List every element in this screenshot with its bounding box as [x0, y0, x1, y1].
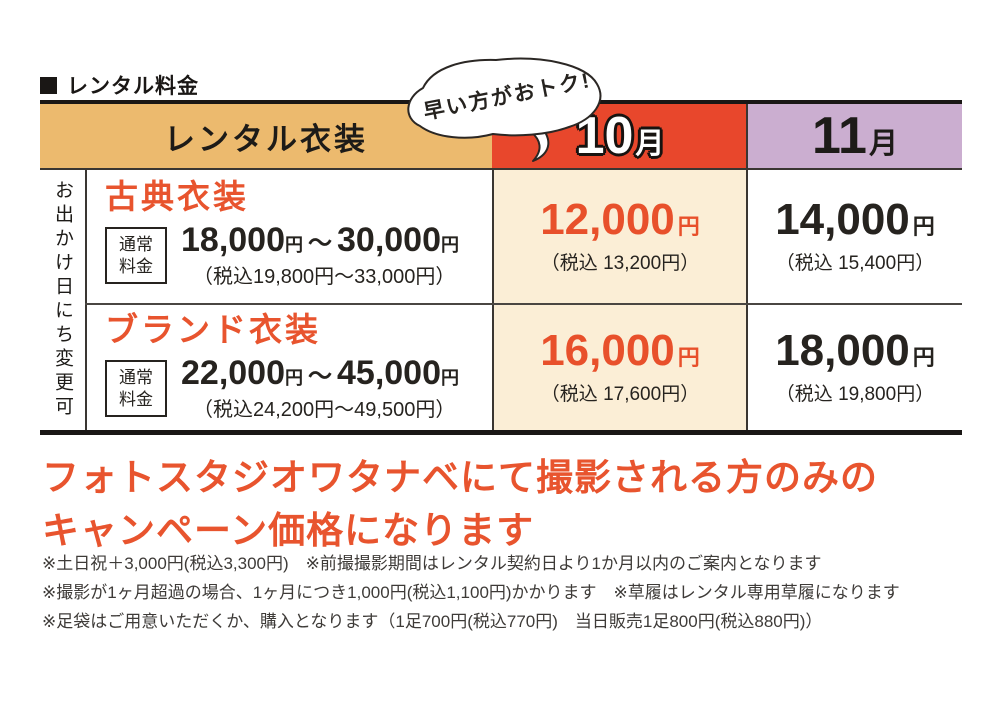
note-line: ※撮影が1ヶ月超過の場合、1ヶ月につき1,000円(税込1,100円)かかります…: [42, 583, 900, 603]
row-brand-november-price: 18,000 円: [775, 329, 935, 373]
price-from: 22,000: [181, 353, 285, 392]
row-divider-rule: [85, 303, 962, 305]
row-brand-normal-price: 22,000円〜 45,000円 （税込24,200円〜49,500円）: [181, 353, 459, 422]
header-bottom-rule: [40, 168, 962, 170]
row-brand-normal-tax: （税込24,200円〜49,500円）: [193, 398, 456, 421]
row-brand-october-price: 16,000 円: [540, 329, 700, 373]
header-november-month-suffix: 月: [868, 127, 898, 160]
campaign-heading-line2: キャンペーン価格になります: [42, 509, 535, 551]
section-title-label: レンタル料金: [67, 75, 199, 98]
grid-vline-october-right: [746, 170, 748, 430]
row-classic-normal-price-line: 通常 料金 18,000円〜 30,000円 （税込19,800円〜33,000円…: [105, 220, 492, 289]
yen-suffix: 円: [677, 214, 700, 239]
price-value: 16,000: [540, 326, 675, 375]
grid-vline-october-left: [492, 170, 494, 430]
range-tilde: 〜: [308, 362, 332, 390]
header-october-month-suffix: 月: [635, 127, 665, 160]
yen-suffix: 円: [912, 214, 935, 239]
row-brand-main-cell: ブランド衣装 通常 料金 22,000円〜 45,000円 （税込24,200円〜…: [87, 305, 492, 430]
header-divider: [746, 104, 748, 168]
table-bottom-rule: [40, 430, 962, 435]
row-brand-november-tax: （税込 19,800円）: [775, 384, 935, 405]
row-classic-november-price: 14,000 円: [775, 198, 935, 242]
row-brand-october-tax: （税込 17,600円）: [540, 384, 700, 405]
row-classic-november-cell: 14,000 円 （税込 15,400円）: [748, 170, 962, 303]
range-tilde: 〜: [308, 229, 332, 257]
campaign-heading-line1: フォトスタジオワタナベにて撮影される方のみの: [42, 457, 878, 498]
side-note-cell: お出かけ日にち変更可: [40, 170, 85, 430]
price-from: 18,000: [181, 220, 285, 259]
row-classic-main-cell: 古典衣装 通常 料金 18,000円〜 30,000円 （税込19,800円〜33…: [87, 170, 492, 303]
promo-bubble: 早い方がおトク!: [398, 54, 610, 166]
header-november: 11 月: [748, 104, 962, 168]
row-brand-normal-price-line: 通常 料金 22,000円〜 45,000円 （税込24,200円〜49,500円…: [105, 353, 492, 422]
yen-suffix: 円: [285, 367, 303, 388]
row-classic-october-tax: （税込 13,200円）: [540, 253, 700, 274]
price-value: 14,000: [775, 195, 910, 244]
header-rental-costume: レンタル衣装: [40, 104, 492, 168]
yen-suffix: 円: [441, 367, 459, 388]
row-brand-october-cell: 16,000 円 （税込 17,600円）: [494, 305, 746, 430]
row-classic-november-tax: （税込 15,400円）: [775, 253, 935, 274]
campaign-heading: フォトスタジオワタナベにて撮影される方のみの キャンペーン価格になります: [42, 452, 878, 557]
row-classic-normal-price: 18,000円〜 30,000円 （税込19,800円〜33,000円）: [181, 220, 459, 289]
yen-suffix: 円: [441, 234, 459, 255]
section-title: レンタル料金: [40, 70, 199, 100]
yen-suffix: 円: [912, 345, 935, 370]
row-classic-normal-tax: （税込19,800円〜33,000円）: [193, 265, 456, 288]
side-note-vertical-text: お出かけ日にち変更可: [52, 180, 73, 420]
row-brand-title: ブランド衣装: [105, 311, 321, 348]
price-to: 45,000: [337, 353, 441, 392]
row-classic-normal-price-range: 18,000円〜 30,000円: [181, 220, 459, 259]
normal-fee-badge-line2: 料金: [119, 256, 153, 276]
note-line: ※足袋はご用意いただくか、購入となります（1足700円(税込770円) 当日販売…: [42, 612, 823, 632]
grid-vline-side: [85, 170, 87, 430]
notes: ※土日祝＋3,000円(税込3,300円) ※前撮撮影期間はレンタル契約日より1…: [42, 549, 900, 637]
normal-fee-badge: 通常 料金: [105, 227, 167, 285]
yen-suffix: 円: [677, 345, 700, 370]
header-rental-costume-label: レンタル衣装: [164, 121, 368, 157]
price-value: 12,000: [540, 195, 675, 244]
price-value: 18,000: [775, 326, 910, 375]
normal-fee-badge: 通常 料金: [105, 360, 167, 418]
price-to: 30,000: [337, 220, 441, 259]
yen-suffix: 円: [285, 234, 303, 255]
normal-fee-badge-line1: 通常: [119, 234, 153, 254]
square-bullet-icon: [40, 76, 57, 94]
row-brand-normal-price-range: 22,000円〜 45,000円: [181, 353, 459, 392]
row-classic-october-cell: 12,000 円 （税込 13,200円）: [494, 170, 746, 303]
normal-fee-badge-line2: 料金: [119, 389, 153, 409]
row-classic-title: 古典衣装: [105, 178, 249, 215]
header-november-number: 11: [812, 107, 867, 165]
note-line: ※土日祝＋3,000円(税込3,300円) ※前撮撮影期間はレンタル契約日より1…: [42, 554, 822, 573]
speech-bubble-icon: [407, 57, 602, 162]
row-classic-october-price: 12,000 円: [540, 198, 700, 242]
normal-fee-badge-line1: 通常: [119, 367, 153, 387]
row-brand-november-cell: 18,000 円 （税込 19,800円）: [748, 305, 962, 430]
